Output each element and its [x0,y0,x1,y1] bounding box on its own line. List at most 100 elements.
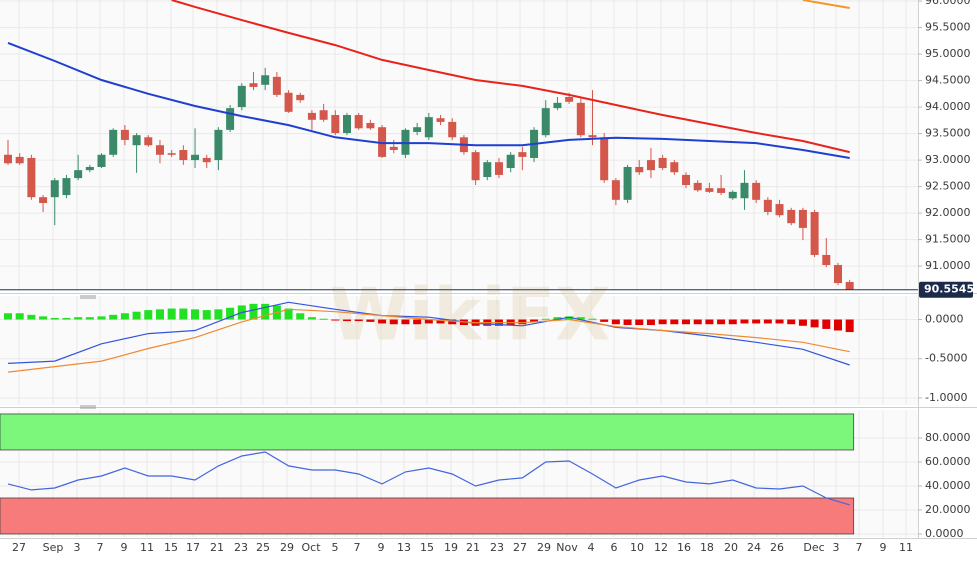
histogram-bar [787,319,796,325]
histogram-bar [389,319,398,325]
histogram-bar [85,317,94,320]
candle-body [670,162,679,173]
candle-body [179,150,188,161]
candle-body [436,118,445,122]
y-tick-label: 0.0000 [925,527,964,540]
y-tick-label: -1.0000 [925,391,967,404]
candle-body [717,188,726,193]
x-tick-label: 3 [73,541,80,554]
histogram-bar [717,319,726,325]
x-tick-label: 27 [513,541,527,554]
candle-body [319,110,328,120]
histogram-bar [226,307,235,320]
histogram-bar [366,319,375,322]
candle-body [553,102,562,109]
histogram-bar [97,316,106,320]
histogram-bar [588,318,597,320]
histogram-bar [833,319,842,331]
candle-body [763,199,772,213]
x-tick-label: Oct [301,541,321,554]
candle-body [635,166,644,173]
x-tick-label: 15 [420,541,434,554]
candle-body [144,137,153,146]
histogram-bar [553,317,562,320]
candle-body [191,154,200,161]
candle-body [202,157,211,163]
candle-body [354,115,363,129]
histogram-bar [202,310,211,320]
x-tick-label: 23 [490,541,504,554]
histogram-bar [518,319,527,325]
histogram-bar [331,319,340,321]
candle-body [249,83,258,87]
y-tick-label: 95.0000 [925,47,971,60]
x-tick-label: 15 [164,541,178,554]
x-tick-label: 4 [587,541,594,554]
candle-body [120,129,129,140]
indicator-line [171,0,850,154]
indicator-line [7,41,850,159]
candle-body [39,197,48,204]
histogram-bar [343,319,352,322]
candle-body [413,127,422,132]
candle-body [611,180,620,200]
price-panel [0,0,918,291]
histogram-bar [167,308,176,320]
histogram-bar [635,319,644,326]
histogram-bar [646,319,655,326]
histogram-bar [623,319,632,326]
candle-body [775,204,784,216]
candle-body [50,180,59,198]
candle-body [658,157,667,169]
histogram-bar [62,317,71,320]
x-tick-label: 6 [611,541,618,554]
panel-grip[interactable] [80,405,96,409]
histogram-bar [109,314,118,320]
candle-body [331,115,340,134]
candle-body [424,117,433,138]
histogram-bar [810,319,819,328]
x-tick-label: 3 [833,541,840,554]
x-tick-label: 18 [700,541,714,554]
x-tick-label: 26 [770,541,784,554]
y-tick-label: 92.0000 [925,206,971,219]
y-tick-label: 95.5000 [925,21,971,34]
candle-body [155,145,164,155]
histogram-bar [682,319,691,325]
candle-body [798,209,807,228]
histogram-bar [261,303,270,320]
histogram-bar [296,313,305,320]
candle-body [97,154,106,167]
histogram-bar [179,308,188,320]
candle-body [693,182,702,191]
histogram-bar [798,319,807,326]
y-tick-label: 91.0000 [925,259,971,272]
histogram-bar [4,313,12,320]
candle-body [389,146,398,151]
y-tick-label: 93.5000 [925,127,971,140]
histogram-bar [307,317,316,320]
x-tick-label: 29 [280,541,294,554]
y-tick-label: 94.5000 [925,74,971,87]
x-tick-label: 7 [856,541,863,554]
histogram-bar [740,319,749,324]
histogram-bar [319,318,328,320]
indicator-line [7,308,850,373]
candle-body [261,75,270,85]
histogram-bar [565,316,574,320]
last-price-box [919,281,973,298]
candle-body [728,191,737,199]
histogram-bar [15,313,24,320]
histogram-bar [822,319,831,329]
candle-body [226,108,235,130]
histogram-bar [378,319,387,324]
histogram-bar [611,319,620,325]
histogram-bar [541,318,550,320]
candle-body [576,102,585,136]
panel-grip[interactable] [80,295,96,299]
candle-body [132,135,141,146]
candle-body [284,92,293,112]
x-tick-label: 24 [747,541,761,554]
candle-body [343,115,352,134]
histogram-bar [424,319,433,324]
